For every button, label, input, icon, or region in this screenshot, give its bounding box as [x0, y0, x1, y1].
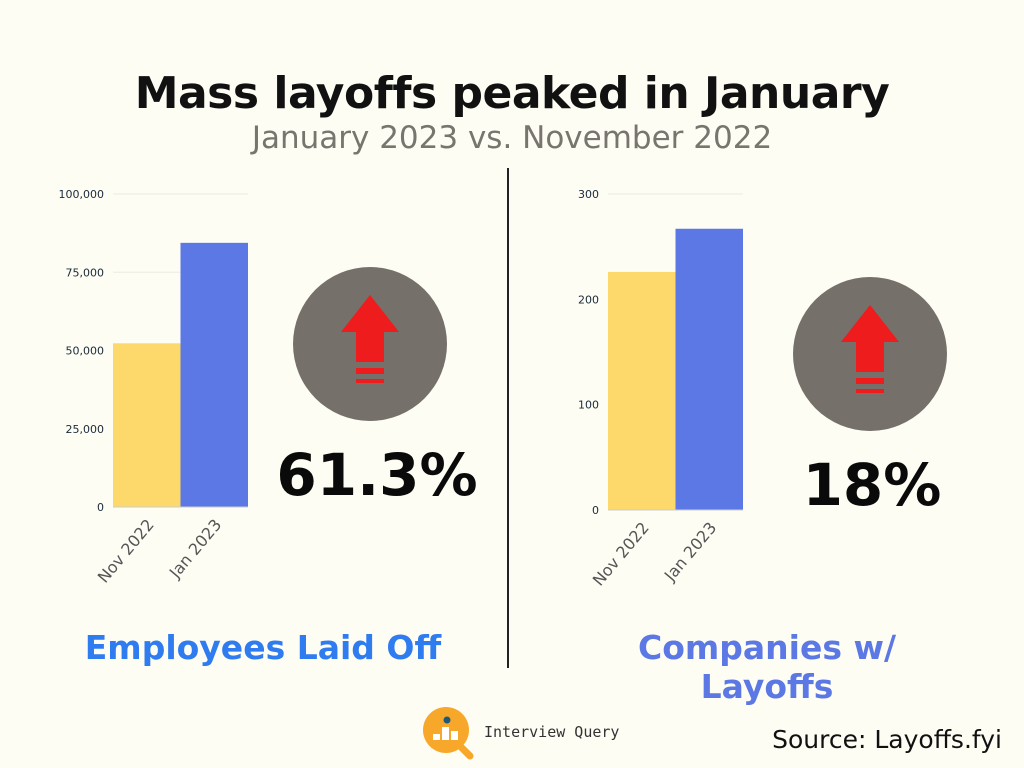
percent-change: 18%: [803, 451, 942, 519]
up-arrow-indicator: [793, 277, 947, 431]
interview-query-logo-icon: [423, 707, 474, 760]
bar-nov-2022: [608, 271, 676, 510]
up-arrow-icon: [841, 305, 899, 393]
y-tick-label: 100: [578, 399, 599, 412]
y-tick-label: 200: [578, 293, 599, 306]
employees-chart-label: Employees Laid Off: [84, 628, 442, 667]
up-arrow-icon: [341, 295, 399, 383]
arrow-bar: [856, 378, 884, 384]
page-title: Mass layoffs peaked in January: [134, 68, 890, 119]
y-tick-label: 300: [578, 188, 599, 201]
source-note: Source: Layoffs.fyi: [772, 725, 1002, 754]
x-tick-label: Jan 2023: [660, 518, 720, 585]
y-tick-label: 0: [592, 504, 599, 517]
up-arrow-indicator: [293, 267, 447, 421]
companies-chart-label: Companies w/ Layoffs: [637, 628, 897, 706]
percent-change: 61.3%: [276, 441, 477, 509]
arrow-shape: [341, 295, 399, 362]
bar-jan-2023: [675, 228, 743, 510]
arrow-bar: [356, 379, 384, 383]
x-tick-label: Nov 2022: [94, 515, 158, 586]
y-tick-label: 100,000: [59, 188, 105, 201]
page-subtitle: January 2023 vs. November 2022: [251, 120, 773, 156]
y-tick-label: 0: [97, 501, 104, 514]
arrow-bar: [856, 389, 884, 393]
x-tick-label: Jan 2023: [165, 515, 225, 582]
y-tick-label: 50,000: [66, 345, 105, 358]
y-tick-label: 75,000: [66, 266, 105, 279]
arrow-bar: [356, 368, 384, 374]
y-tick-label: 25,000: [66, 423, 105, 436]
bar-jan-2023: [180, 242, 248, 507]
arrow-shape: [841, 305, 899, 372]
x-tick-label: Nov 2022: [589, 518, 653, 589]
logo-text: Interview Query: [484, 723, 620, 741]
bar-nov-2022: [113, 343, 181, 507]
divider: [507, 168, 509, 668]
